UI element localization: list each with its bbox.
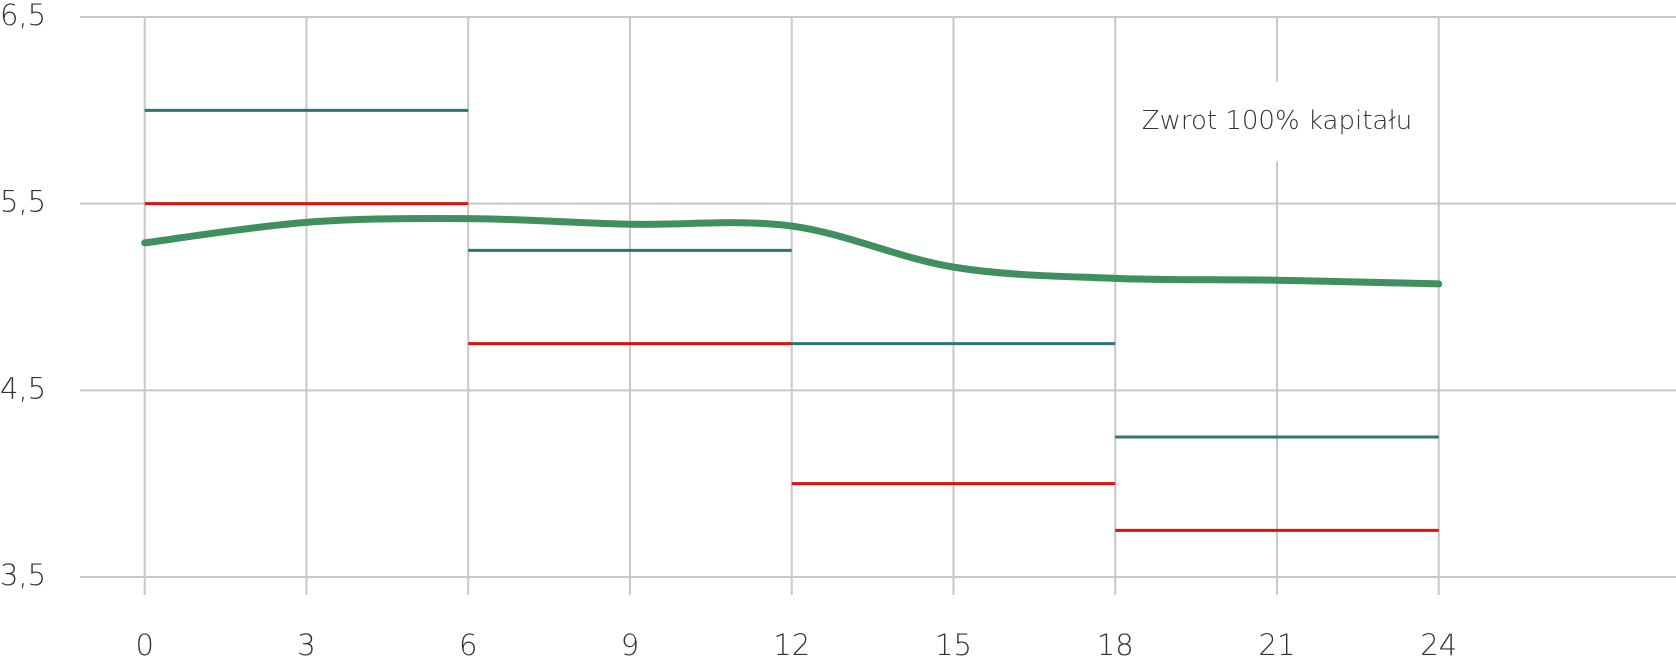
y-tick-label: 6,5	[0, 0, 46, 32]
x-tick-label: 0	[135, 628, 153, 659]
x-tick-label: 9	[621, 628, 639, 659]
x-tick-label: 6	[459, 628, 477, 659]
x-tick-label: 21	[1259, 628, 1296, 659]
x-tick-label: 3	[297, 628, 315, 659]
annotation-background	[1127, 81, 1427, 162]
y-tick-label: 4,5	[0, 371, 46, 405]
line	[141, 214, 1443, 288]
x-tick-label: 12	[773, 628, 810, 659]
x-tick-label: 15	[935, 628, 972, 659]
annotation: Zwrot 100% kapitału	[1142, 106, 1412, 136]
x-tick-label: 24	[1420, 628, 1457, 659]
y-tick-label: 5,5	[0, 185, 46, 219]
y-tick-label: 3,5	[0, 558, 46, 592]
x-tick-label: 18	[1097, 628, 1134, 659]
